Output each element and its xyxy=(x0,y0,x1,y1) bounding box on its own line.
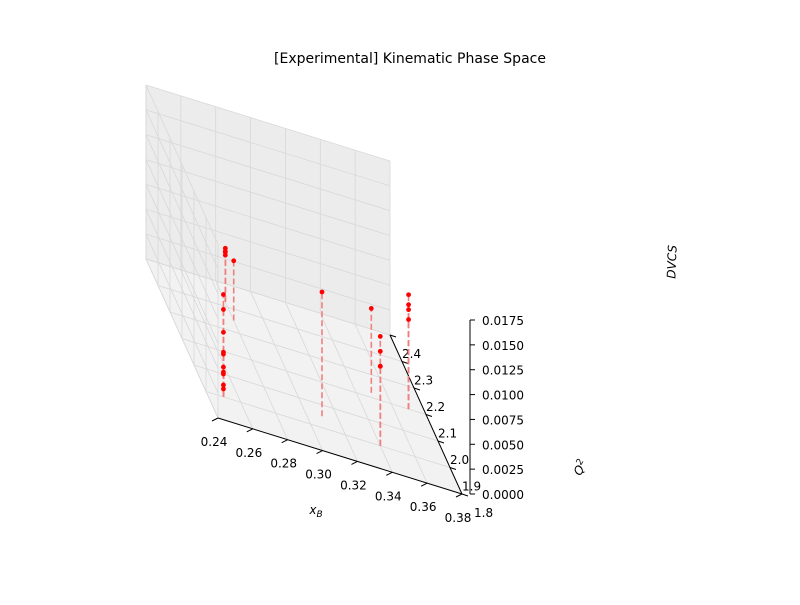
data-point xyxy=(222,252,228,258)
y-tick xyxy=(437,440,445,444)
y-tick-label: 2.2 xyxy=(426,400,445,414)
data-point xyxy=(221,371,226,377)
y-grid-floor xyxy=(157,285,403,362)
z-grid-back xyxy=(145,233,391,311)
z-grid-back xyxy=(145,134,391,212)
z-tick-label: 0.0150 xyxy=(482,339,524,353)
z-grid-left xyxy=(145,84,219,245)
y-tick xyxy=(461,493,469,497)
x-label-sub: B xyxy=(316,510,322,520)
z-tick-label: 0.0075 xyxy=(482,413,524,427)
y-label-sup: 2 xyxy=(575,457,587,467)
y-tick xyxy=(401,361,409,364)
z-grid-left xyxy=(145,209,219,369)
x-tick-label: 0.30 xyxy=(305,468,332,482)
y-tick xyxy=(413,387,421,391)
chart-layer: 0.24 0.26 0.28 0.30 0.32 0.34 0.36 0.38 1.8 1.9 2.… xyxy=(145,84,524,525)
x-tick xyxy=(386,471,393,476)
data-point xyxy=(221,351,226,357)
y-grid-floor xyxy=(169,311,415,389)
x-tick-label: 0.36 xyxy=(410,500,437,514)
z-tick-label: 0.0000 xyxy=(482,488,524,502)
z-axis-label: DVCS xyxy=(664,244,679,279)
y-axis-label: Q2 xyxy=(570,457,591,478)
data-point xyxy=(377,334,383,339)
data-point xyxy=(221,382,226,388)
data-point xyxy=(406,292,411,298)
y-tick xyxy=(389,334,397,338)
data-point xyxy=(221,307,226,312)
z-tick-label: 0.0125 xyxy=(482,364,524,378)
y-grid-floor xyxy=(205,391,451,468)
x-tick xyxy=(246,428,254,433)
x-tick-label: 0.26 xyxy=(235,446,262,460)
z-tick-label: 0.0100 xyxy=(482,389,524,403)
z-grid-back xyxy=(145,208,391,286)
z-grid-back xyxy=(145,184,391,261)
y-tick xyxy=(449,467,457,470)
y-tick-label: 2.4 xyxy=(402,347,421,361)
y-tick-label: 2.0 xyxy=(450,453,469,467)
z-grid-back xyxy=(145,109,391,187)
x-tick-label: 0.28 xyxy=(270,457,297,471)
x-tick-label: 0.32 xyxy=(340,478,367,492)
x-tick-label: 0.24 xyxy=(201,435,228,449)
y-tick-label: 2.1 xyxy=(438,427,457,441)
data-point xyxy=(368,306,374,311)
data-point xyxy=(406,302,411,308)
data-point xyxy=(406,317,411,322)
z-grid-left xyxy=(145,233,219,394)
chart-title: [Experimental] Kinematic Phase Space xyxy=(274,51,546,67)
x-label-main: x xyxy=(308,503,317,517)
y-tick-label: 1.9 xyxy=(462,480,481,494)
z-grid-back xyxy=(145,258,391,336)
y-tick xyxy=(425,414,433,417)
data-point xyxy=(221,386,226,392)
y-grid-floor xyxy=(193,364,439,442)
z-tick-label: 0.0025 xyxy=(482,463,524,477)
data-point xyxy=(377,363,383,369)
x-axis-line xyxy=(217,417,463,495)
z-tick-label: 0.0175 xyxy=(482,314,524,328)
x-tick xyxy=(211,417,219,422)
z-tick-label: 0.0050 xyxy=(482,438,524,452)
z-grid-left xyxy=(145,109,219,270)
data-point xyxy=(221,364,226,370)
z-grid-left xyxy=(145,184,219,344)
x-tick xyxy=(281,439,288,444)
data-point xyxy=(221,329,226,335)
x-tick-label: 0.34 xyxy=(375,489,402,503)
x-tick xyxy=(351,460,358,465)
data-point xyxy=(406,307,411,313)
data-point xyxy=(231,258,237,264)
y-tick-label: 2.3 xyxy=(414,374,433,388)
data-point xyxy=(377,348,383,354)
x-tick-label: 0.38 xyxy=(445,511,472,525)
data-point xyxy=(319,289,325,295)
z-grid-back xyxy=(145,84,391,162)
x-tick xyxy=(420,482,428,487)
z-grid-left xyxy=(145,134,219,294)
z-grid-left xyxy=(145,159,219,319)
data-point xyxy=(221,292,226,297)
z-grid-left xyxy=(145,258,219,419)
x-axis-label: xB xyxy=(308,503,322,520)
z-grid-back xyxy=(145,159,391,236)
y-tick-label: 1.8 xyxy=(474,506,493,520)
pane-back xyxy=(146,85,390,335)
x-tick xyxy=(455,493,463,498)
x-tick xyxy=(316,450,323,455)
